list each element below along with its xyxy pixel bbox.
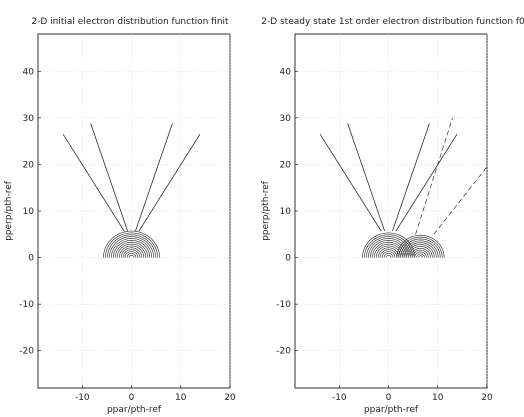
- right-shifted-contour-arc: [398, 236, 443, 258]
- left-panel: 2-D initial electron distribution functi…: [4, 17, 236, 415]
- left-contour-arc: [126, 253, 137, 258]
- right-ray: [395, 133, 458, 232]
- left-contour-arc: [107, 234, 156, 258]
- right-x-tick-label: 0: [386, 393, 392, 403]
- right-contour-arc: [375, 245, 402, 258]
- left-contours: [103, 230, 160, 258]
- left-y-tick-label: -10: [19, 300, 34, 310]
- left-y-tick-label: -20: [19, 347, 34, 357]
- right-contour-arc: [381, 251, 396, 258]
- left-y-tick-label: 0: [28, 254, 34, 264]
- right-y-tick-label: 10: [280, 207, 292, 217]
- left-contour-arc: [124, 251, 139, 258]
- right-shifted-contour-arc: [412, 249, 429, 258]
- right-shifted-contour-arc: [414, 251, 427, 258]
- right-shifted-contour-arc: [408, 246, 433, 258]
- left-ray: [62, 133, 125, 232]
- right-y-tick-label: 0: [285, 254, 291, 264]
- right-x-tick-label: 10: [432, 393, 444, 403]
- right-dashed-ray: [433, 166, 488, 235]
- right-x-tick-label: -10: [332, 393, 347, 403]
- right-shifted-contour-arc: [402, 240, 439, 258]
- left-y-axis-label: pperp/pth-ref: [4, 180, 14, 241]
- right-shifted-contour-arc: [418, 255, 423, 258]
- left-ticks: -10 0 10 20 -20 -10 0 10 20 30 40: [19, 67, 236, 403]
- right-x-axis-label: ppar/pth-ref: [364, 405, 419, 415]
- right-ray: [319, 133, 382, 232]
- right-ticks: -10 0 10 20 -20 -10 0 10 20 30 40: [276, 67, 493, 403]
- left-x-tick-label: 10: [175, 393, 187, 403]
- left-contour-arc: [116, 243, 147, 258]
- right-contour-arc: [364, 234, 413, 258]
- right-contours: [362, 232, 445, 258]
- left-x-tick-label: -10: [75, 393, 90, 403]
- left-contour-arc: [113, 240, 151, 258]
- right-shifted-contour-arc: [404, 242, 437, 258]
- right-x-tick-label: 20: [481, 393, 493, 403]
- right-y-tick-label: 30: [280, 114, 292, 124]
- right-y-tick-label: 40: [280, 67, 292, 77]
- right-shifted-contour-arc: [406, 244, 435, 258]
- left-y-tick-label: 30: [23, 114, 35, 124]
- right-contour-arc: [373, 243, 404, 258]
- left-x-tick-label: 0: [129, 393, 135, 403]
- right-panel-title: 2-D steady state 1st order electron dist…: [261, 17, 524, 27]
- left-y-tick-label: 40: [23, 67, 35, 77]
- right-rays: [319, 117, 488, 235]
- right-shifted-contour-arc: [396, 234, 445, 258]
- left-contour-arc: [122, 249, 141, 258]
- right-contour-arc: [370, 240, 408, 258]
- right-contour-arc: [379, 249, 398, 258]
- left-contour-arc: [111, 238, 153, 258]
- right-contour-arc: [362, 232, 415, 258]
- right-ray: [392, 123, 430, 232]
- right-contour-arc: [383, 253, 394, 258]
- left-x-axis-label: ppar/pth-ref: [107, 405, 162, 415]
- left-rays: [62, 123, 201, 232]
- right-y-tick-label: 20: [280, 160, 292, 170]
- right-shifted-contour-arc: [400, 238, 441, 258]
- left-y-tick-label: 10: [23, 207, 35, 217]
- left-contour-arc: [103, 230, 160, 258]
- right-dashed-ray: [415, 117, 453, 235]
- left-contour-arc: [109, 236, 154, 258]
- left-contour-arc: [120, 247, 143, 258]
- left-panel-title: 2-D initial electron distribution functi…: [31, 17, 229, 27]
- right-shifted-contour-arc: [410, 247, 431, 258]
- right-shifted-contour-arc: [416, 253, 425, 258]
- left-contour-arc: [105, 232, 158, 258]
- left-x-tick-label: 20: [224, 393, 236, 403]
- left-contour-arc: [118, 245, 145, 258]
- right-y-tick-label: -20: [276, 347, 291, 357]
- right-panel: 2-D steady state 1st order electron dist…: [261, 17, 524, 415]
- right-contour-arc: [366, 236, 411, 258]
- left-ray: [90, 123, 128, 232]
- left-contour-arc: [114, 241, 149, 258]
- right-ray: [347, 123, 385, 232]
- right-y-tick-label: -10: [276, 300, 291, 310]
- right-grid: [295, 34, 488, 388]
- left-ray: [135, 123, 173, 232]
- left-contour-arc: [128, 254, 135, 258]
- left-grid: [38, 34, 231, 388]
- right-contour-arc: [385, 254, 392, 258]
- right-y-axis-label: pperp/pth-ref: [261, 180, 271, 241]
- left-ray: [138, 133, 201, 232]
- left-y-tick-label: 20: [23, 160, 35, 170]
